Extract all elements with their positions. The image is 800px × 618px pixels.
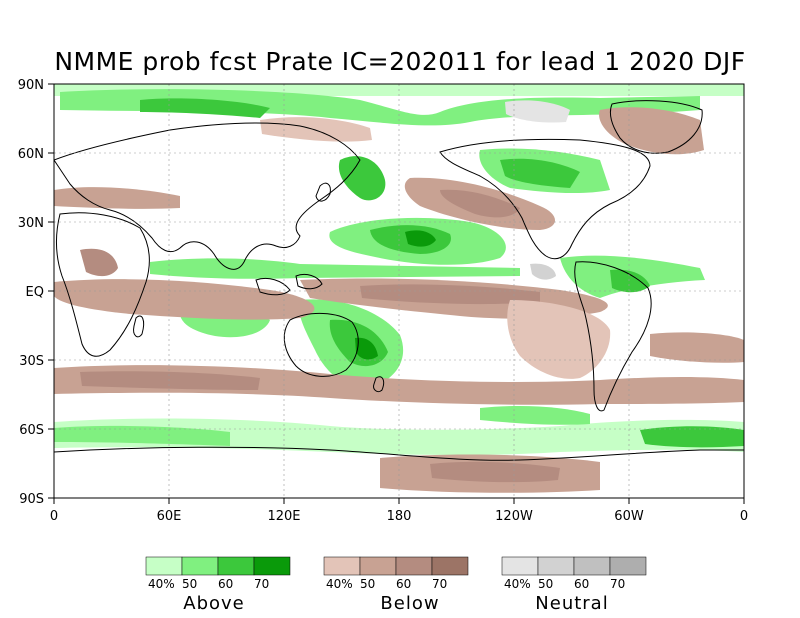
x-tick-label: 120W bbox=[495, 509, 533, 524]
legend-label: 60 bbox=[218, 577, 233, 591]
x-tick-label: 0 bbox=[50, 509, 58, 524]
axis-ticks bbox=[48, 83, 745, 504]
y-axis-labels: 90N 60N 30N EQ 30S 60S 90S bbox=[18, 78, 44, 507]
y-tick-label: 30S bbox=[19, 354, 44, 369]
y-tick-label: 90N bbox=[18, 78, 44, 93]
legend-label: 70 bbox=[254, 577, 269, 591]
legend-label: 40% bbox=[504, 577, 531, 591]
map-title: NMME prob fcst Prate IC=202011 for lead … bbox=[54, 47, 746, 76]
legend-swatch bbox=[431, 556, 469, 576]
legend-swatch bbox=[537, 556, 575, 576]
legend-label: 70 bbox=[610, 577, 625, 591]
legend-label: 50 bbox=[360, 577, 375, 591]
legend-label: 60 bbox=[396, 577, 411, 591]
legend-swatch bbox=[359, 556, 397, 576]
y-tick-label: EQ bbox=[26, 285, 44, 300]
y-tick-label: 60N bbox=[18, 147, 44, 162]
y-tick-label: 90S bbox=[19, 492, 44, 507]
legend-swatch bbox=[145, 556, 183, 576]
legend-swatch bbox=[217, 556, 255, 576]
x-tick-label: 120E bbox=[267, 509, 300, 524]
legend-label: 60 bbox=[574, 577, 589, 591]
legend-swatch bbox=[253, 556, 291, 576]
legend-below: 40% 50 60 70 Below bbox=[323, 556, 469, 614]
legend-swatch bbox=[181, 556, 219, 576]
x-tick-label: 180 bbox=[387, 509, 412, 524]
x-tick-label: 60E bbox=[157, 509, 182, 524]
above-probability-areas bbox=[54, 84, 744, 455]
legend-swatch bbox=[573, 556, 611, 576]
legend-label: 40% bbox=[326, 577, 353, 591]
neutral-probability-areas bbox=[505, 100, 570, 280]
coastlines bbox=[54, 100, 744, 461]
legend-swatch bbox=[609, 556, 647, 576]
legend-label: 50 bbox=[538, 577, 553, 591]
x-tick-label: 0 bbox=[740, 509, 748, 524]
map-field bbox=[54, 84, 744, 498]
legend-swatch bbox=[501, 556, 539, 576]
legend-swatch bbox=[323, 556, 361, 576]
legend-label: 70 bbox=[432, 577, 447, 591]
x-axis-labels: 0 60E 120E 180 120W 60W 0 bbox=[50, 509, 748, 524]
legend-above: 40% 50 60 70 Above bbox=[145, 556, 291, 614]
legend-label: 50 bbox=[182, 577, 197, 591]
legend-caption: Neutral bbox=[535, 593, 608, 614]
grid-lines bbox=[54, 84, 744, 498]
legend-neutral: 40% 50 60 70 Neutral bbox=[501, 556, 647, 614]
y-tick-label: 30N bbox=[18, 216, 44, 231]
y-tick-label: 60S bbox=[19, 423, 44, 438]
legend-caption: Below bbox=[380, 593, 439, 614]
x-tick-label: 60W bbox=[614, 509, 644, 524]
legend-swatch bbox=[395, 556, 433, 576]
legend-label: 40% bbox=[148, 577, 175, 591]
legend-caption: Above bbox=[183, 593, 244, 614]
